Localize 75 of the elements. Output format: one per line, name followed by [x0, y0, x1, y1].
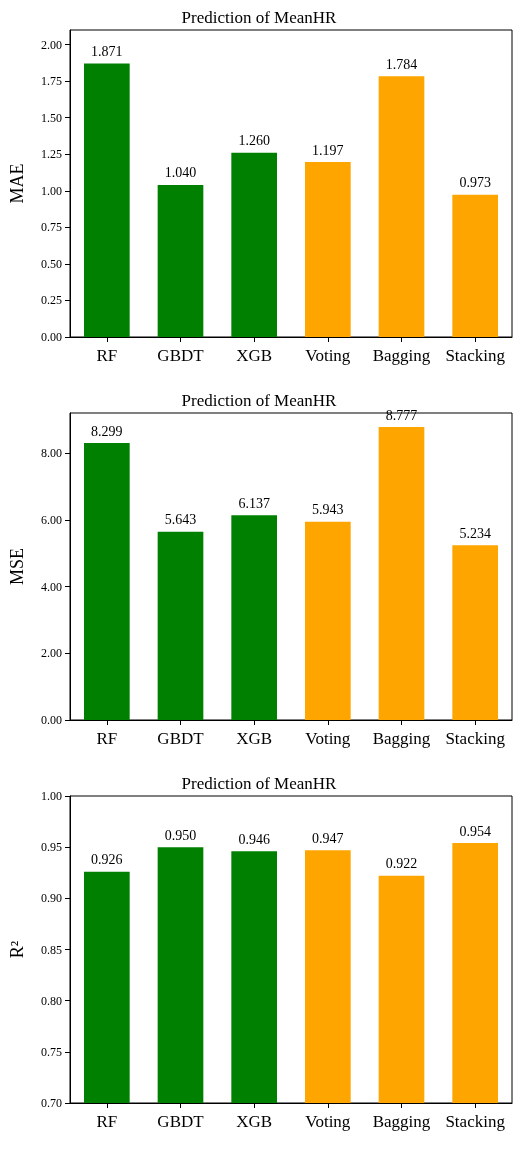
chart-title: Prediction of MeanHR [181, 8, 338, 27]
x-tick-label: Stacking [445, 346, 506, 365]
x-tick-label: GBDT [157, 729, 205, 748]
y-tick-label: 0.85 [41, 942, 62, 957]
x-tick-label: XGB [236, 729, 273, 748]
y-tick-label: 0.75 [41, 1044, 62, 1059]
x-tick-label: XGB [236, 346, 273, 365]
bar [452, 545, 498, 720]
chart-title: Prediction of MeanHR [181, 391, 338, 410]
x-tick-label: Bagging [372, 346, 431, 365]
data-label: 0.947 [312, 830, 344, 846]
bar [305, 521, 351, 720]
y-tick-label: 2.00 [41, 646, 62, 661]
y-tick-label: 2.00 [41, 37, 62, 52]
x-tick-label: GBDT [157, 346, 205, 365]
y-tick-label: 6.00 [41, 512, 62, 527]
y-tick-label: 1.50 [41, 110, 62, 125]
y-tick-label: 0.00 [41, 330, 62, 344]
data-label: 0.973 [459, 175, 491, 191]
x-tick-label: Voting [305, 1112, 351, 1131]
y-axis-title: MSE [7, 547, 27, 586]
data-label: 8.777 [385, 407, 418, 423]
x-tick-label: Bagging [372, 1112, 431, 1131]
y-tick-label: 0.95 [41, 840, 62, 855]
bar [84, 63, 130, 337]
y-axis-title: MAE [7, 163, 27, 204]
data-label: 8.299 [91, 423, 123, 439]
y-tick-label: 0.90 [41, 891, 62, 906]
bar [231, 515, 277, 720]
y-tick-label: 0.00 [41, 713, 62, 727]
y-tick-label: 1.00 [41, 183, 62, 198]
bar [305, 162, 351, 337]
x-tick-label: Stacking [445, 729, 506, 748]
y-tick-label: 8.00 [41, 446, 62, 461]
y-tick-label: 0.75 [41, 220, 62, 235]
data-label: 1.040 [164, 165, 197, 181]
data-label: 5.643 [164, 512, 197, 528]
x-tick-label: Voting [305, 729, 351, 748]
y-tick-label: 0.50 [41, 256, 62, 271]
x-tick-label: RF [96, 729, 118, 748]
data-label: 1.197 [312, 142, 344, 158]
y-tick-label: 4.00 [41, 579, 62, 594]
data-label: 1.260 [238, 133, 270, 149]
y-tick-label: 1.25 [41, 147, 62, 162]
y-axis-title: R² [7, 940, 27, 959]
chart-title: Prediction of MeanHR [181, 774, 338, 793]
data-label: 0.954 [459, 823, 491, 839]
data-label: 0.946 [238, 831, 270, 847]
y-tick-label: 1.75 [41, 74, 62, 89]
data-label: 1.871 [91, 43, 123, 59]
x-tick-label: XGB [236, 1112, 273, 1131]
bar [157, 184, 204, 337]
bar [84, 443, 130, 720]
bar [231, 152, 277, 337]
data-label: 0.922 [385, 856, 418, 872]
bar [157, 531, 204, 720]
data-label: 5.234 [459, 525, 491, 541]
x-tick-label: GBDT [157, 1112, 205, 1131]
x-tick-label: RF [96, 1112, 118, 1131]
x-tick-label: RF [96, 346, 118, 365]
x-tick-label: Voting [305, 346, 351, 365]
y-tick-label: 0.25 [41, 293, 62, 308]
data-label: 6.137 [238, 495, 270, 511]
x-tick-label: Stacking [445, 1112, 506, 1131]
y-tick-label: 1.00 [41, 789, 62, 803]
bar [452, 194, 498, 337]
y-tick-label: 0.80 [41, 993, 62, 1008]
data-label: 1.784 [385, 56, 418, 72]
bar [378, 76, 425, 337]
data-label: 5.943 [312, 502, 344, 518]
data-label: 0.926 [91, 852, 123, 868]
bar [378, 427, 425, 720]
x-tick-label: Bagging [372, 729, 431, 748]
data-label: 0.950 [164, 827, 197, 843]
y-tick-label: 0.70 [41, 1096, 62, 1110]
